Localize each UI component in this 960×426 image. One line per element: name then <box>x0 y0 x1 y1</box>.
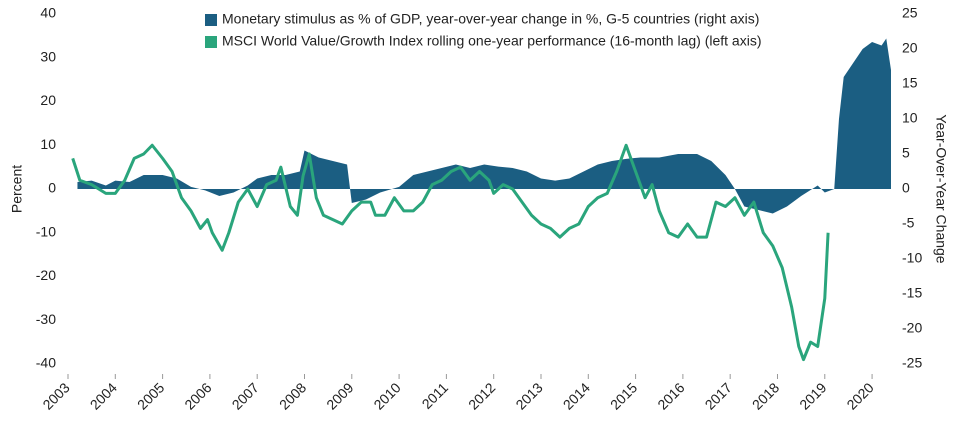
y2-tick-label: 5 <box>902 145 910 161</box>
y2-tick-label: 15 <box>902 75 918 91</box>
y-axis-label: Percent <box>9 165 25 213</box>
x-tick-label: 2017 <box>702 379 735 412</box>
x-tick-label: 2007 <box>229 379 262 412</box>
y-tick-label: -20 <box>36 267 56 283</box>
x-tick-label: 2014 <box>560 379 593 412</box>
y-tick-label: 40 <box>40 5 56 21</box>
x-tick-label: 2015 <box>607 379 640 412</box>
y-tick-label: -30 <box>36 311 56 327</box>
y-tick-label: 20 <box>40 92 56 108</box>
x-tick-label: 2012 <box>465 379 498 412</box>
legend-label: Monetary stimulus as % of GDP, year-over… <box>222 11 759 27</box>
y2-tick-label: 25 <box>902 5 918 21</box>
x-tick-label: 2005 <box>134 379 167 412</box>
x-tick-label: 2009 <box>323 379 356 412</box>
x-tick-label: 2004 <box>87 379 120 412</box>
y2-tick-label: -5 <box>902 215 915 231</box>
y2-tick-label: -10 <box>902 250 922 266</box>
area <box>77 38 891 214</box>
y-tick-label: -40 <box>36 355 56 371</box>
y-tick-label: -10 <box>36 223 56 239</box>
x-tick-label: 2018 <box>749 379 782 412</box>
y2-tick-label: 10 <box>902 110 918 126</box>
y2-axis-label: Year-Over-Year Change <box>933 114 949 263</box>
x-tick-label: 2019 <box>796 379 829 412</box>
legend-swatch <box>205 36 217 48</box>
legend-swatch <box>205 14 217 26</box>
x-tick-label: 2003 <box>39 379 72 412</box>
y2-tick-label: -15 <box>902 285 922 301</box>
y-tick-label: 0 <box>48 180 56 196</box>
x-tick-label: 2008 <box>276 379 309 412</box>
y2-tick-label: -25 <box>902 355 922 371</box>
x-tick-label: 2006 <box>181 379 214 412</box>
x-tick-label: 2020 <box>843 379 876 412</box>
legend-label: MSCI World Value/Growth Index rolling on… <box>222 33 761 49</box>
y-tick-label: 10 <box>40 136 56 152</box>
x-tick-label: 2016 <box>654 379 687 412</box>
x-tick-label: 2011 <box>419 379 452 412</box>
x-tick-label: 2013 <box>512 379 545 412</box>
x-tick-label: 2010 <box>370 379 403 412</box>
y2-tick-label: -20 <box>902 320 922 336</box>
y-tick-label: 30 <box>40 48 56 64</box>
y2-tick-label: 0 <box>902 180 910 196</box>
line <box>71 143 830 362</box>
y2-tick-label: 20 <box>902 40 918 56</box>
